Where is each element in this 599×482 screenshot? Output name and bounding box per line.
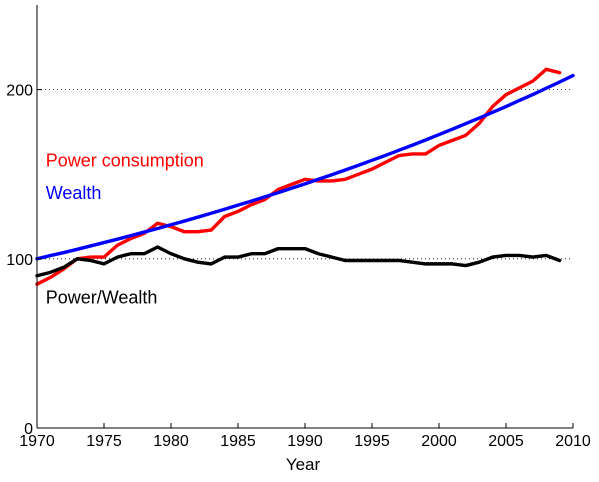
y-tick-label: 200 [6,83,33,100]
series-lines [35,67,575,286]
series-line-wealth [35,73,575,261]
plot-area [37,5,573,428]
x-tick-label: 1980 [153,433,189,450]
tick-labels: 1970 1975 1980 1985 1990 1995 2000 2005 2010 0 100… [6,83,591,450]
axes [36,5,574,429]
x-tick-label: 2010 [555,433,591,450]
annotations: Power consumption Wealth Power/Wealth [46,151,204,308]
plot-background [37,5,573,428]
y-tick-label: 100 [6,252,33,269]
series-line-power-wealth [35,245,562,278]
annotation-label: Power consumption [46,151,204,171]
x-tick-label: 2000 [421,433,457,450]
x-tick-label: 1970 [19,433,55,450]
reference-lines [37,89,573,260]
x-tick-label: 1985 [220,433,256,450]
x-tick-label: 1995 [354,433,390,450]
annotation-label: Wealth [46,183,102,203]
annotation-label: Power/Wealth [46,288,158,308]
x-axis-label: Year [286,455,321,474]
y-tick-label: 0 [24,421,33,438]
x-tick-label: 2005 [488,433,524,450]
x-tick-label: 1975 [86,433,122,450]
x-tick-label: 1990 [287,433,323,450]
series-line-power-consumption [35,67,562,286]
